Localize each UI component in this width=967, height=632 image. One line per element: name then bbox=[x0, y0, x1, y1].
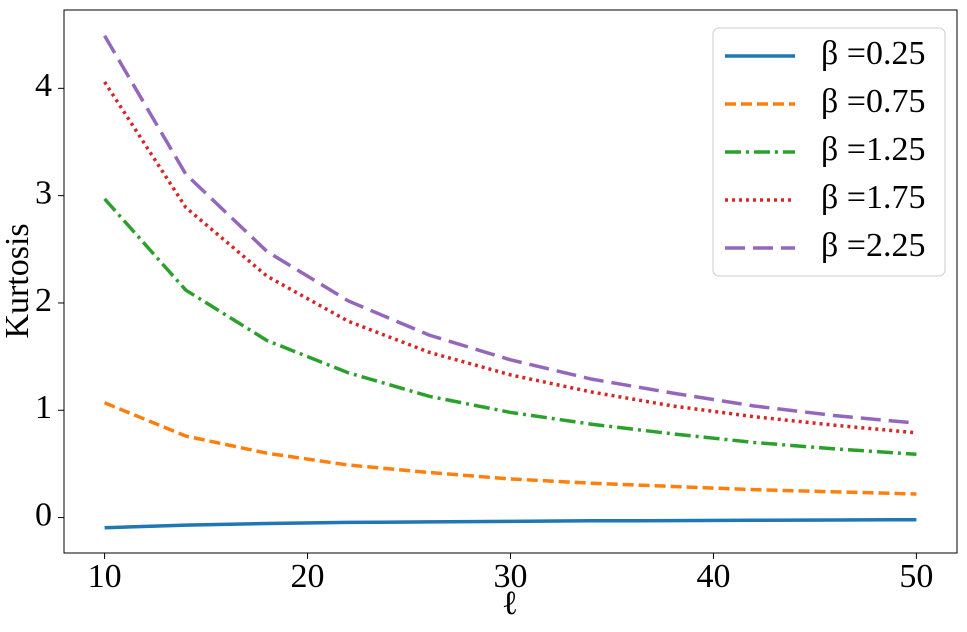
series-line bbox=[103, 34, 917, 425]
y-tick-label: 4 bbox=[35, 67, 52, 104]
x-tick-label: 30 bbox=[494, 558, 528, 595]
legend-label: β =1.75 bbox=[821, 179, 925, 216]
y-tick-label: 0 bbox=[35, 496, 52, 533]
x-tick-label: 40 bbox=[696, 558, 730, 595]
series-line bbox=[103, 80, 917, 435]
y-tick-label: 1 bbox=[35, 389, 52, 426]
x-tick-label: 20 bbox=[291, 558, 325, 595]
series-line bbox=[103, 401, 917, 496]
y-axis-label: Kurtosis bbox=[0, 223, 36, 338]
legend-label: β =0.25 bbox=[821, 35, 925, 72]
y-tick-label: 2 bbox=[35, 282, 52, 319]
legend-label: β =2.25 bbox=[821, 227, 925, 264]
legend-label: β =1.25 bbox=[821, 131, 925, 168]
series-line bbox=[103, 197, 917, 457]
legend-box bbox=[712, 27, 946, 277]
x-axis-label: ℓ bbox=[502, 585, 518, 622]
legend-label: β =0.75 bbox=[821, 83, 925, 120]
x-tick-label: 50 bbox=[899, 558, 933, 595]
series-line bbox=[104, 517, 917, 530]
x-tick-label: 10 bbox=[88, 558, 122, 595]
y-tick-label: 3 bbox=[35, 174, 52, 211]
